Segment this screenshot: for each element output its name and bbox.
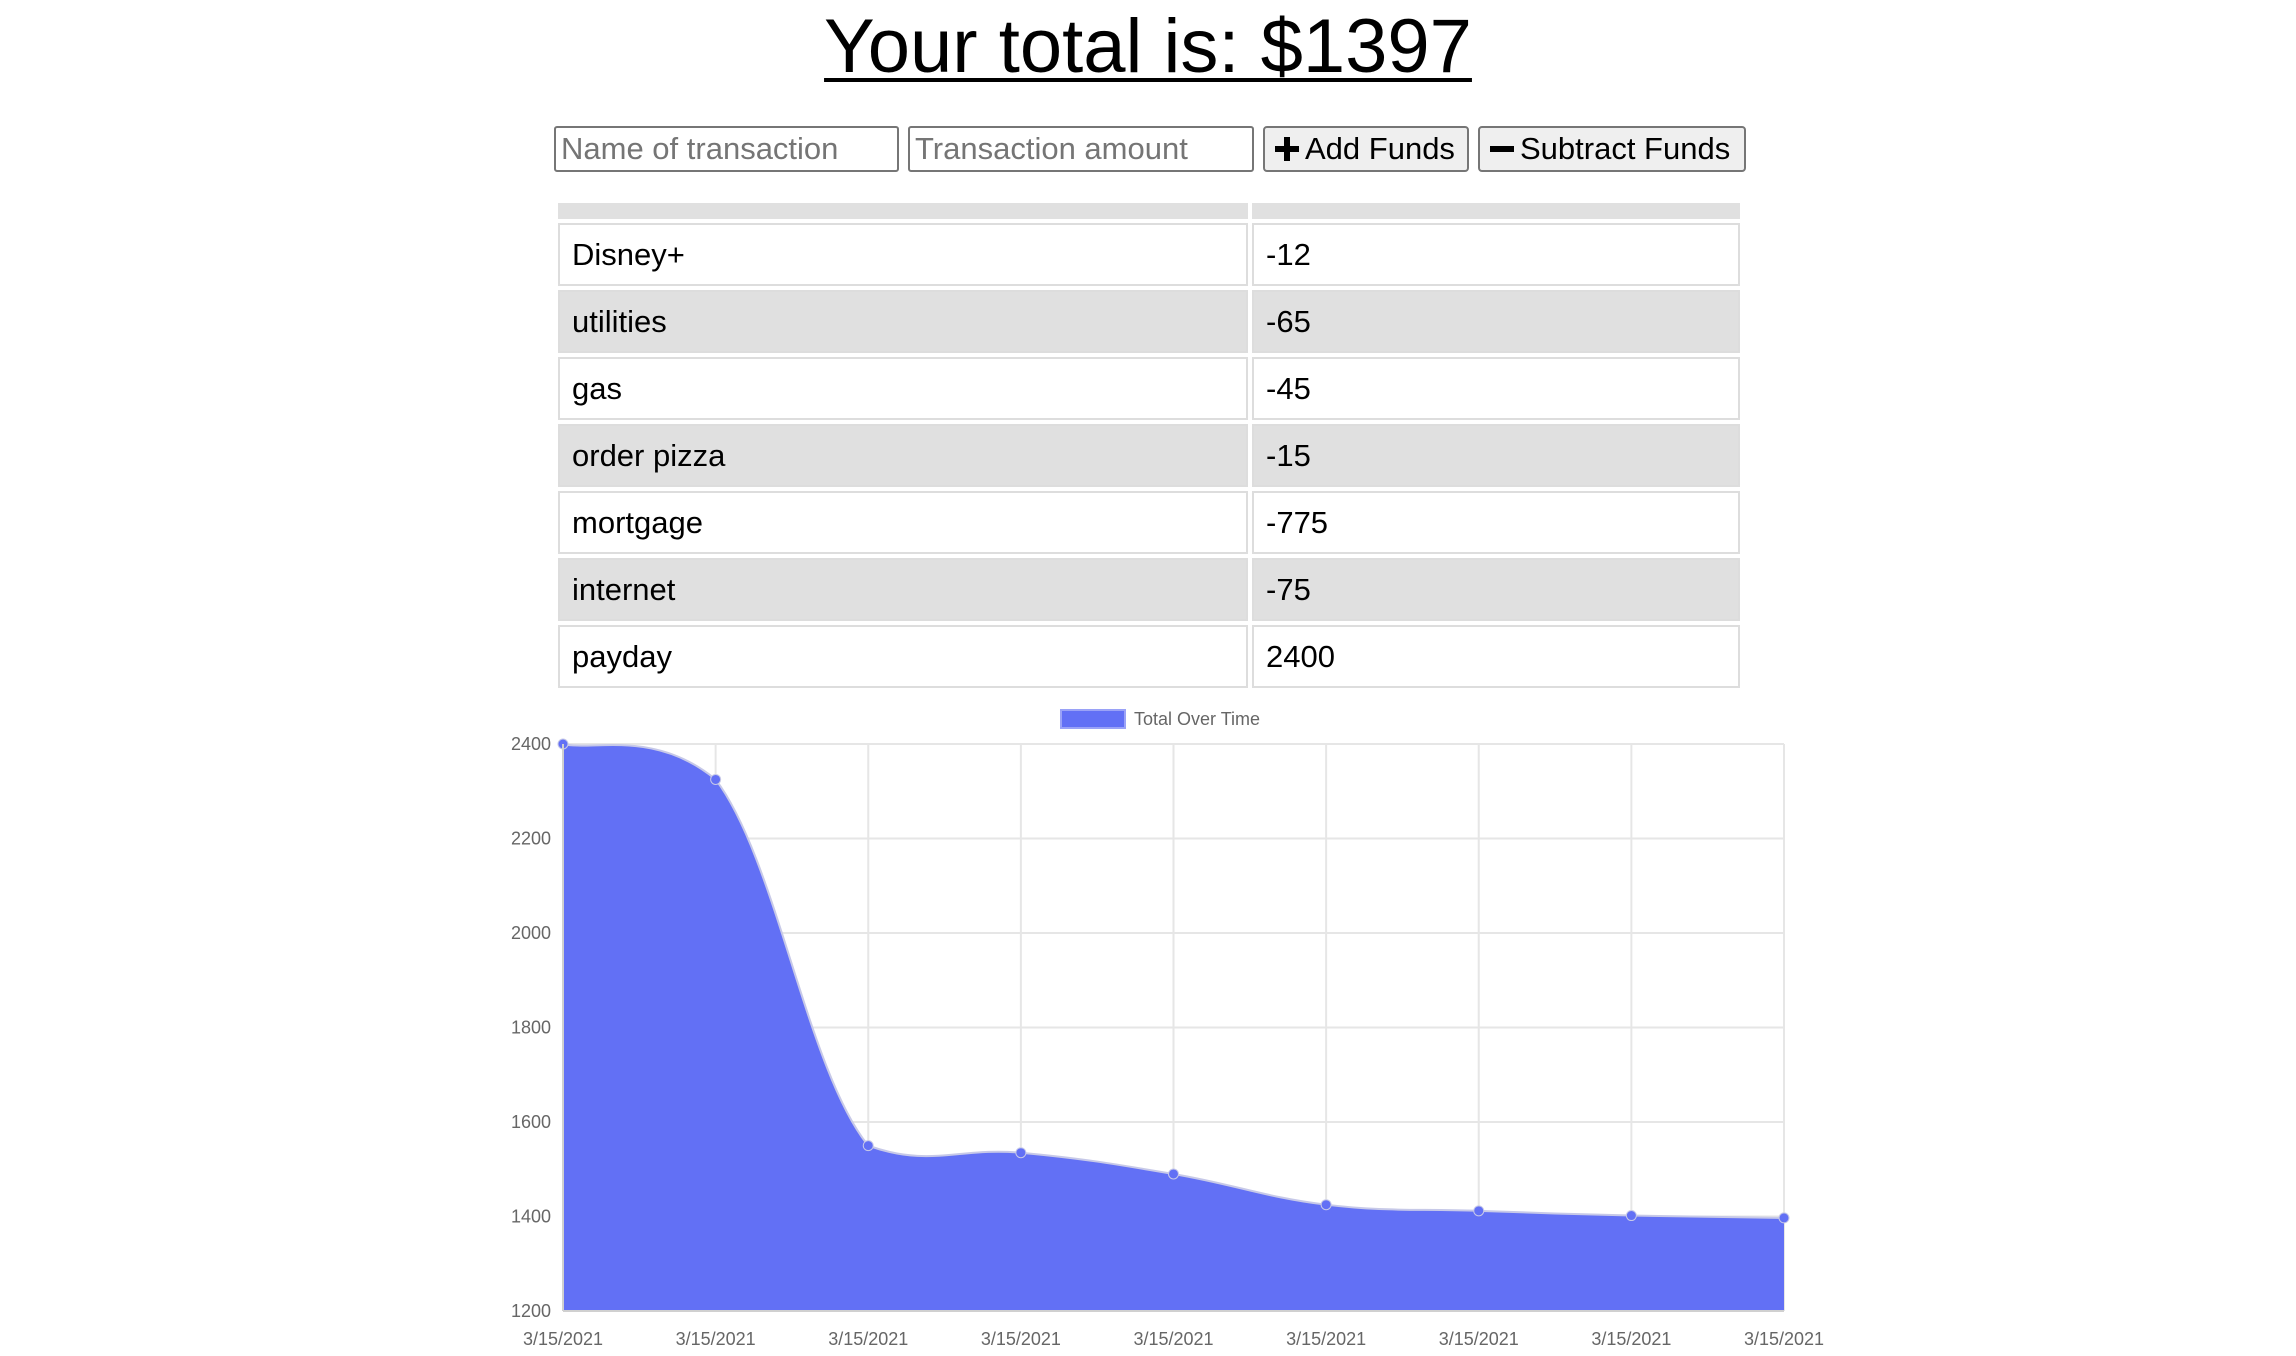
y-tick-label: 2400 bbox=[511, 734, 551, 754]
transaction-name: Disney+ bbox=[558, 223, 1248, 286]
data-point bbox=[1015, 1147, 1027, 1159]
table-row: internet -75 bbox=[558, 558, 1740, 621]
data-point bbox=[1625, 1210, 1637, 1222]
legend-swatch bbox=[1060, 709, 1126, 729]
subtract-funds-button[interactable]: Subtract Funds bbox=[1478, 126, 1746, 172]
transaction-name: utilities bbox=[558, 290, 1248, 353]
column-header-amount bbox=[1252, 203, 1740, 219]
transaction-amount: -45 bbox=[1252, 357, 1740, 420]
transactions-table: Disney+ -12 utilities -65 gas -45 order … bbox=[554, 199, 1744, 692]
transaction-name: mortgage bbox=[558, 491, 1248, 554]
table-row: mortgage -775 bbox=[558, 491, 1740, 554]
transaction-amount-input[interactable] bbox=[908, 126, 1254, 172]
transaction-form: Add Funds Subtract Funds bbox=[554, 126, 1746, 172]
table-row: payday 2400 bbox=[558, 625, 1740, 688]
y-tick-label: 2000 bbox=[511, 923, 551, 943]
data-point bbox=[557, 738, 569, 750]
column-header-name bbox=[558, 203, 1248, 219]
data-point bbox=[862, 1140, 874, 1152]
x-tick-label: 3/15/2021 bbox=[1286, 1329, 1366, 1349]
x-tick-label: 3/15/2021 bbox=[523, 1329, 603, 1349]
data-point bbox=[710, 773, 722, 785]
transaction-amount: -15 bbox=[1252, 424, 1740, 487]
x-tick-label: 3/15/2021 bbox=[1133, 1329, 1213, 1349]
transaction-name: payday bbox=[558, 625, 1248, 688]
transaction-amount: 2400 bbox=[1252, 625, 1740, 688]
add-funds-button[interactable]: Add Funds bbox=[1263, 126, 1469, 172]
table-header-row bbox=[558, 203, 1740, 219]
table-row: gas -45 bbox=[558, 357, 1740, 420]
legend-label: Total Over Time bbox=[1134, 709, 1260, 729]
x-tick-label: 3/15/2021 bbox=[981, 1329, 1061, 1349]
series-line bbox=[562, 743, 1785, 1219]
series-area bbox=[563, 744, 1784, 1311]
table-row: Disney+ -12 bbox=[558, 223, 1740, 286]
transaction-name: order pizza bbox=[558, 424, 1248, 487]
minus-icon bbox=[1490, 137, 1514, 161]
x-tick-label: 3/15/2021 bbox=[1591, 1329, 1671, 1349]
y-tick-label: 1400 bbox=[511, 1207, 551, 1227]
table-row: utilities -65 bbox=[558, 290, 1740, 353]
total-text: Your total is: $1397 bbox=[824, 4, 1472, 89]
x-tick-label: 3/15/2021 bbox=[1744, 1329, 1824, 1349]
table-row: order pizza -15 bbox=[558, 424, 1740, 487]
data-point bbox=[1473, 1205, 1485, 1217]
transaction-amount: -12 bbox=[1252, 223, 1740, 286]
add-funds-label: Add Funds bbox=[1305, 131, 1455, 166]
x-tick-label: 3/15/2021 bbox=[676, 1329, 756, 1349]
transaction-amount: -65 bbox=[1252, 290, 1740, 353]
data-point bbox=[1320, 1199, 1332, 1211]
transaction-amount: -775 bbox=[1252, 491, 1740, 554]
data-point bbox=[1778, 1212, 1790, 1224]
transaction-amount: -75 bbox=[1252, 558, 1740, 621]
transaction-name: internet bbox=[558, 558, 1248, 621]
x-tick-label: 3/15/2021 bbox=[828, 1329, 908, 1349]
y-tick-label: 1800 bbox=[511, 1018, 551, 1038]
x-tick-label: 3/15/2021 bbox=[1439, 1329, 1519, 1349]
plus-icon bbox=[1275, 137, 1299, 161]
total-heading: Your total is: $1397 bbox=[0, 2, 2296, 92]
y-tick-label: 1600 bbox=[511, 1112, 551, 1132]
transaction-name: gas bbox=[558, 357, 1248, 420]
y-tick-label: 2200 bbox=[511, 829, 551, 849]
y-tick-label: 1200 bbox=[511, 1301, 551, 1321]
subtract-funds-label: Subtract Funds bbox=[1520, 131, 1731, 166]
data-point bbox=[1168, 1168, 1179, 1180]
transaction-name-input[interactable] bbox=[554, 126, 899, 172]
